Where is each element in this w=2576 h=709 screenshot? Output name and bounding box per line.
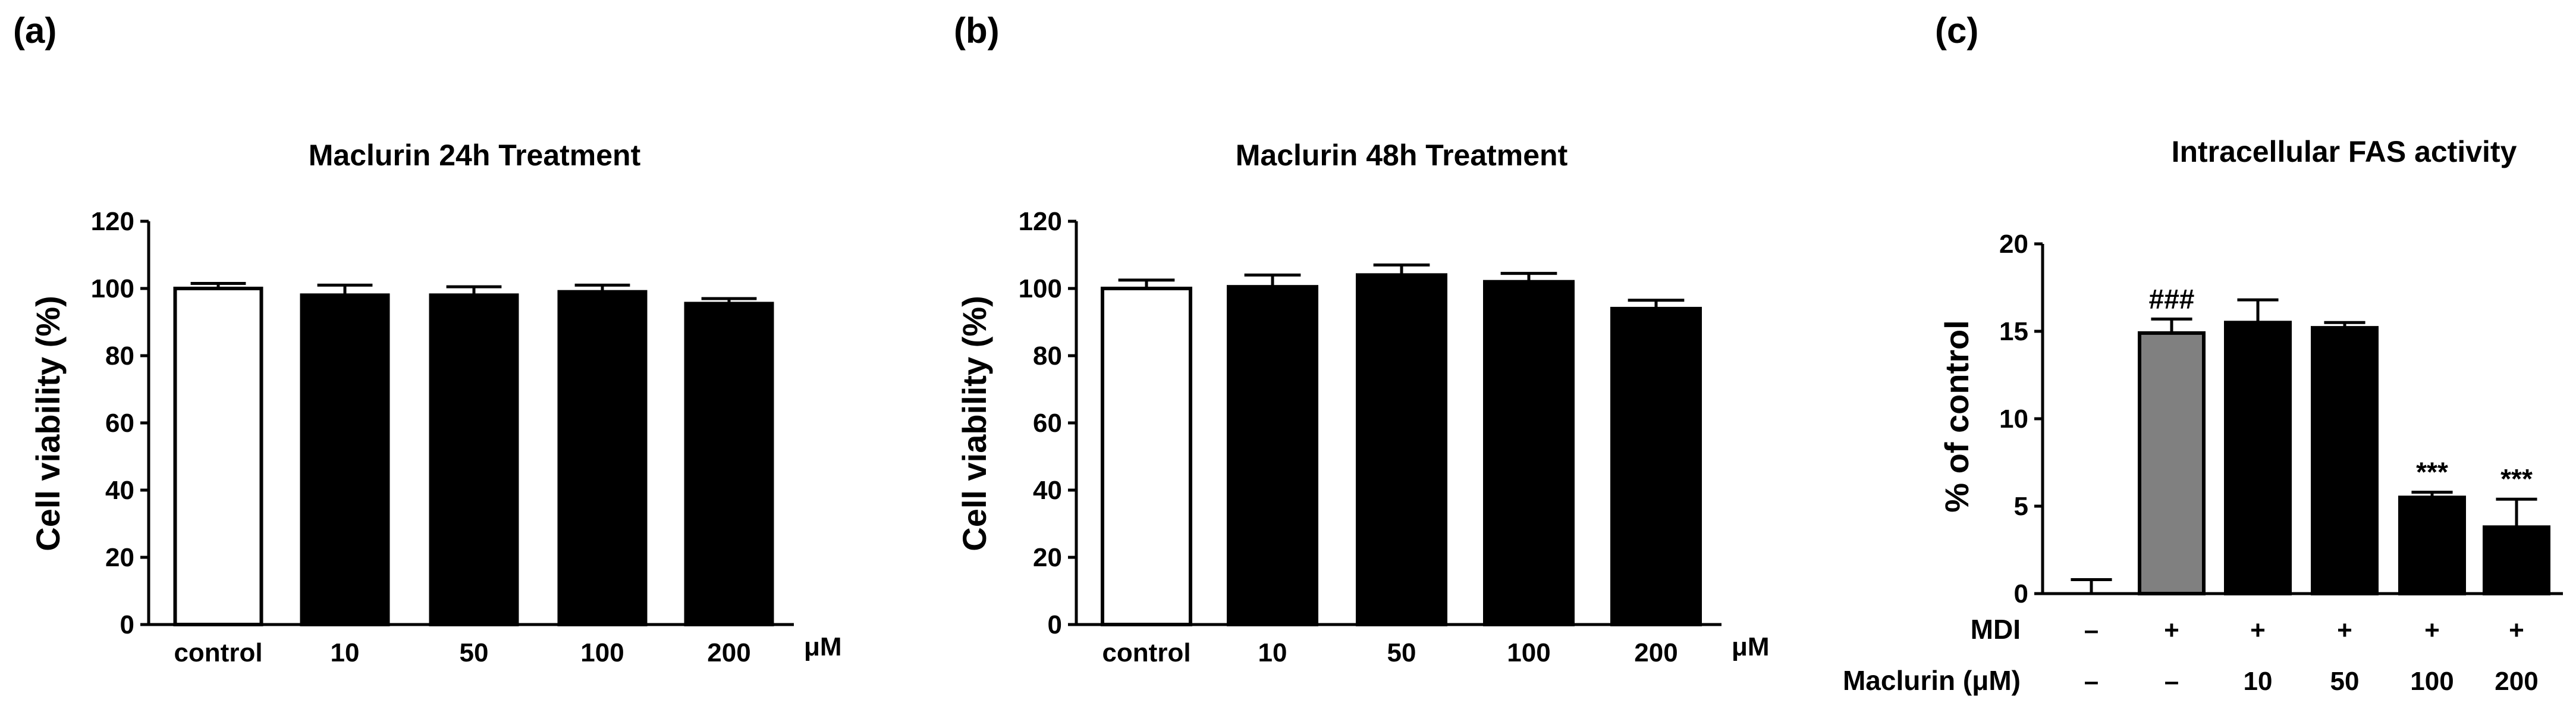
panel-c-y-tick-label: 0 [2014,579,2028,608]
panel-c-condition-value: – [2084,667,2099,696]
panel-b-label: (b) [954,11,1000,51]
panel-b-category-label: 50 [1387,638,1416,667]
panel-a-x-unit: μM [804,632,842,661]
panel-c-condition-value: 50 [2330,667,2360,696]
panel-c-title: Intracellular FAS activity [2172,135,2517,168]
panel-c-ylabel: % of control [1938,320,1975,513]
panel-c-condition-value: – [2165,667,2179,696]
panel-a-y-tick-label: 40 [105,476,134,505]
panel-a-category-label: 200 [707,638,750,667]
panel-c-row-mdi-label: MDI [1971,614,2021,645]
panel-b-ylabel: Cell viability (%) [956,296,993,551]
panel-b-x-unit: μM [1732,632,1770,661]
panel-a-bars [173,282,774,626]
panel-c-bar [2311,326,2379,595]
panel-b: (b) Maclurin 48h Treatment Cell viabilit… [954,11,1770,667]
panel-c-condition-value: + [2250,616,2266,645]
panel-a-bar [300,293,390,626]
panel-c-y-tick-label: 20 [1999,230,2028,259]
panel-a-category-label: 10 [331,638,360,667]
panel-a: (a) Maclurin 24h Treatment Cell viabilit… [13,11,842,667]
panel-c-condition-value: + [2509,616,2524,645]
panel-b-bar [1483,280,1575,626]
panel-c-label: (c) [1935,11,1978,51]
panel-c-condition-value: + [2164,616,2179,645]
panel-b-bar [1101,287,1192,626]
panel-c-annotations: ### *** *** [2149,283,2533,494]
panel-c-bars [2071,298,2550,596]
panel-b-y-tick-label: 60 [1033,409,1062,438]
panel-a-bar [173,287,263,626]
panel-c-bar [2483,525,2550,596]
panel-a-bar [684,302,774,626]
panel-a-title: Maclurin 24h Treatment [309,139,641,172]
panel-a-ylabel: Cell viability (%) [29,296,67,551]
panel-c-condition-value: – [2084,616,2099,645]
panel-c-condition-value: 10 [2244,667,2273,696]
panel-a-category-label: control [174,638,262,667]
panel-c-condition-value: 100 [2410,667,2454,696]
panel-b-bar [1610,306,1702,626]
panel-b-bars [1101,263,1702,626]
panel-a-y-tick-label: 0 [120,610,134,639]
panel-c-significance-mark: ### [2149,283,2195,314]
panel-a-bar [429,293,519,626]
panel-a-y-tick-label: 100 [91,274,134,303]
panel-a-y-tick-label: 60 [105,409,134,438]
panel-b-y-ticks: 0 20 40 60 80 100 120 [1019,207,1076,639]
panel-c-bar [2224,321,2292,595]
panel-c-bar [2138,331,2206,595]
panel-b-category-label: 100 [1507,638,1550,667]
panel-c-significance-mark: *** [2416,456,2448,487]
panel-b-y-tick-label: 0 [1048,610,1062,639]
panel-a-y-ticks: 0 20 40 60 80 100 120 [91,207,149,639]
panel-a-y-tick-label: 120 [91,207,134,236]
panel-c-y-ticks: 0 5 10 15 20 [1999,230,2043,608]
panel-c: (c) Intracellular FAS activity % of cont… [1843,11,2563,696]
panel-b-bar [1227,285,1318,626]
panel-b-y-tick-label: 120 [1019,207,1062,236]
panel-b-category-label: 200 [1634,638,1677,667]
panel-b-y-tick-label: 20 [1033,543,1062,572]
panel-c-bar [2398,495,2466,595]
panel-b-category-label: control [1102,638,1190,667]
panel-a-categories: control 10 50 100 200 [174,638,750,667]
panel-c-y-tick-label: 10 [1999,404,2028,434]
panel-b-y-tick-label: 40 [1033,476,1062,505]
panel-c-y-tick-label: 15 [1999,317,2028,346]
panel-b-y-tick-label: 80 [1033,341,1062,371]
panel-c-condition-value: + [2337,616,2352,645]
panel-b-category-label: 10 [1258,638,1287,667]
panel-b-title: Maclurin 48h Treatment [1236,139,1568,172]
panel-a-y-tick-label: 20 [105,543,134,572]
panel-c-significance-mark: *** [2500,463,2533,494]
panel-a-y-tick-label: 80 [105,341,134,371]
panel-c-row-maclurin-label: Maclurin (μM) [1843,665,2021,696]
panel-c-condition-value: 200 [2495,667,2538,696]
panel-a-category-label: 100 [580,638,624,667]
panel-a-category-label: 50 [460,638,489,667]
panel-a-label: (a) [13,11,56,51]
panel-b-bar [1356,273,1447,626]
panel-a-bar [557,290,648,626]
panel-c-condition-value: + [2424,616,2440,645]
panel-c-y-tick-label: 5 [2014,492,2028,521]
panel-b-categories: control 10 50 100 200 [1102,638,1677,667]
panel-b-y-tick-label: 100 [1019,274,1062,303]
panel-c-condition-rows: – + + + + + – – 10 50 100 200 [2084,616,2539,696]
